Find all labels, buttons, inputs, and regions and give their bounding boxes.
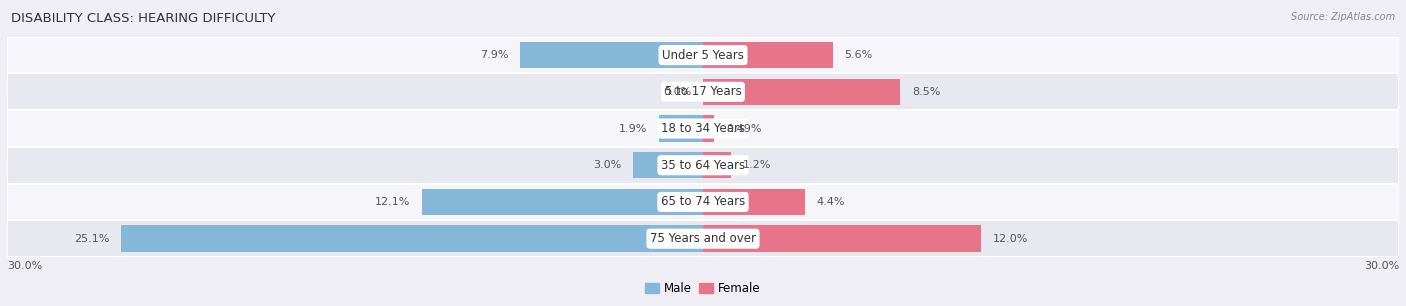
Text: 65 to 74 Years: 65 to 74 Years: [661, 196, 745, 208]
Bar: [7, 220, 1399, 257]
Text: 18 to 34 Years: 18 to 34 Years: [661, 122, 745, 135]
Text: 25.1%: 25.1%: [73, 234, 110, 244]
Text: 30.0%: 30.0%: [1364, 261, 1399, 271]
Text: 35 to 64 Years: 35 to 64 Years: [661, 159, 745, 172]
Text: Under 5 Years: Under 5 Years: [662, 49, 744, 62]
Text: 8.5%: 8.5%: [912, 87, 941, 97]
Bar: [633, 152, 703, 178]
Bar: [422, 189, 703, 215]
Text: 5 to 17 Years: 5 to 17 Years: [665, 85, 741, 98]
Text: 5.6%: 5.6%: [845, 50, 873, 60]
Text: 12.1%: 12.1%: [375, 197, 411, 207]
Bar: [7, 110, 1399, 147]
Text: 75 Years and over: 75 Years and over: [650, 232, 756, 245]
Bar: [703, 79, 900, 105]
Text: 7.9%: 7.9%: [479, 50, 508, 60]
Bar: [7, 147, 1399, 184]
Bar: [7, 73, 1399, 110]
Text: 30.0%: 30.0%: [7, 261, 42, 271]
Text: 1.9%: 1.9%: [619, 124, 647, 133]
Bar: [7, 37, 1399, 73]
Text: 3.0%: 3.0%: [593, 160, 621, 170]
Bar: [121, 226, 703, 252]
Bar: [703, 152, 731, 178]
Bar: [659, 115, 703, 142]
Text: 0.49%: 0.49%: [725, 124, 762, 133]
Bar: [703, 115, 714, 142]
Legend: Male, Female: Male, Female: [641, 277, 765, 300]
Text: DISABILITY CLASS: HEARING DIFFICULTY: DISABILITY CLASS: HEARING DIFFICULTY: [11, 12, 276, 25]
Bar: [703, 189, 806, 215]
Text: Source: ZipAtlas.com: Source: ZipAtlas.com: [1291, 12, 1395, 22]
Bar: [520, 42, 703, 68]
Text: 0.0%: 0.0%: [664, 87, 692, 97]
Bar: [703, 226, 981, 252]
Bar: [703, 42, 832, 68]
Text: 1.2%: 1.2%: [742, 160, 770, 170]
Text: 4.4%: 4.4%: [817, 197, 845, 207]
Text: 12.0%: 12.0%: [993, 234, 1028, 244]
Bar: [7, 184, 1399, 220]
